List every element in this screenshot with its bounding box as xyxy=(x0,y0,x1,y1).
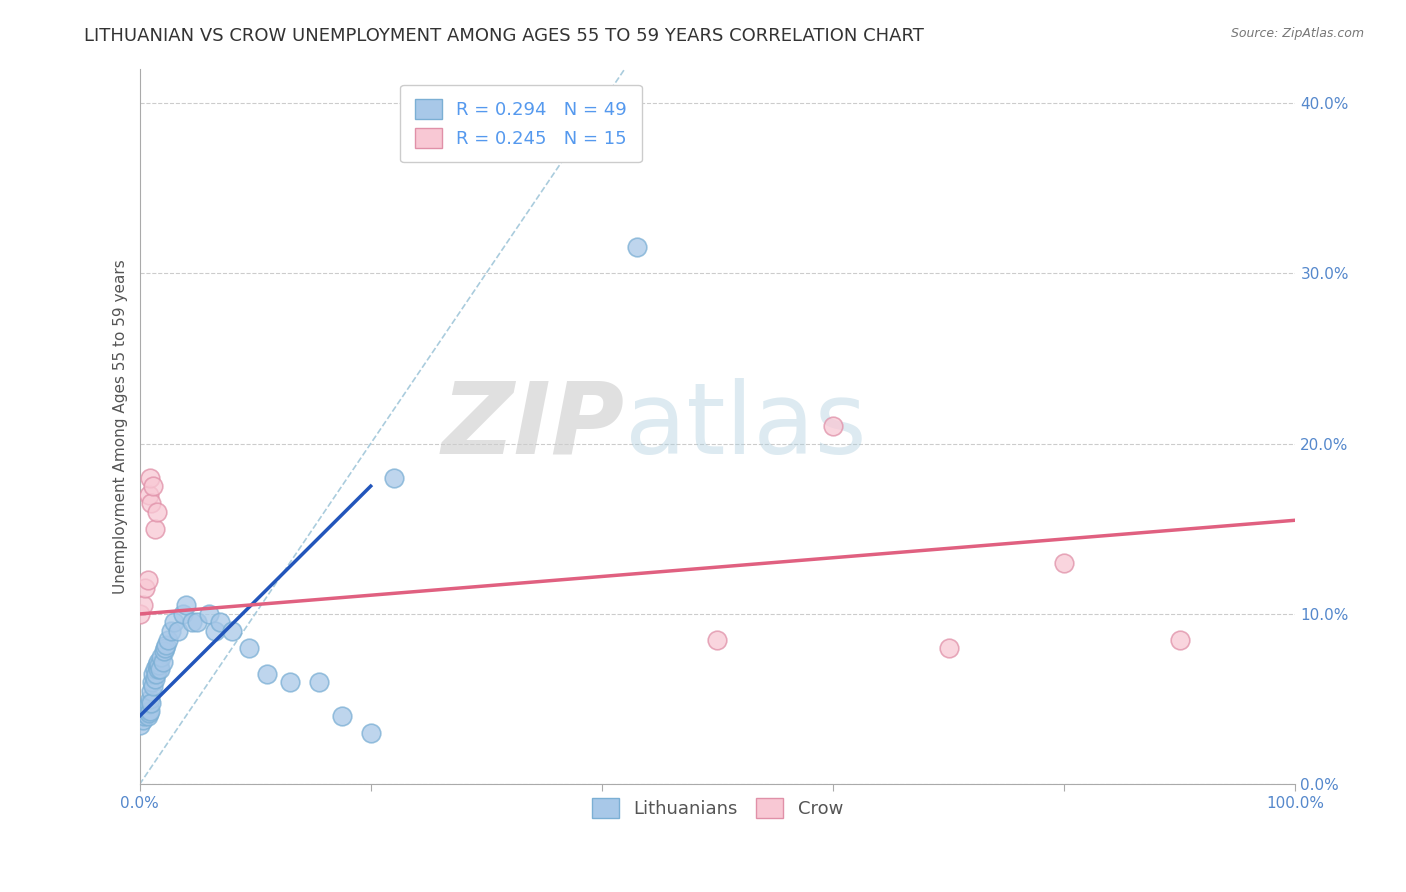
Point xyxy=(155,638,177,652)
Point xyxy=(221,624,243,638)
Text: atlas: atlas xyxy=(626,378,866,475)
Point xyxy=(128,607,150,621)
Point xyxy=(145,666,167,681)
Point xyxy=(149,661,172,675)
Point xyxy=(139,692,162,706)
Point xyxy=(139,470,162,484)
Point xyxy=(1168,632,1191,647)
Point xyxy=(166,624,188,638)
Point xyxy=(626,240,648,254)
Point xyxy=(136,704,159,718)
Point xyxy=(163,615,186,630)
Point xyxy=(128,718,150,732)
Point xyxy=(135,700,157,714)
Point xyxy=(382,470,405,484)
Point xyxy=(143,661,166,675)
Point xyxy=(330,709,353,723)
Point xyxy=(139,704,162,718)
Point xyxy=(148,658,170,673)
Point xyxy=(132,599,155,613)
Point xyxy=(706,632,728,647)
Point xyxy=(938,641,960,656)
Point xyxy=(152,655,174,669)
Legend: Lithuanians, Crow: Lithuanians, Crow xyxy=(585,791,851,825)
Point xyxy=(198,607,221,621)
Point xyxy=(823,419,845,434)
Point xyxy=(256,666,278,681)
Point xyxy=(204,624,226,638)
Point xyxy=(1053,556,1076,570)
Point xyxy=(308,675,330,690)
Point xyxy=(139,683,162,698)
Point xyxy=(186,615,208,630)
Y-axis label: Unemployment Among Ages 55 to 59 years: Unemployment Among Ages 55 to 59 years xyxy=(114,259,128,594)
Point xyxy=(134,709,156,723)
Point xyxy=(134,582,156,596)
Point xyxy=(143,672,166,686)
Point xyxy=(136,709,159,723)
Point xyxy=(132,713,155,727)
Point xyxy=(141,675,163,690)
Text: ZIP: ZIP xyxy=(441,378,626,475)
Point xyxy=(153,641,176,656)
Point xyxy=(142,479,165,493)
Point xyxy=(139,696,162,710)
Point xyxy=(138,488,160,502)
Point xyxy=(180,615,202,630)
Point xyxy=(142,679,165,693)
Point xyxy=(146,505,169,519)
Point xyxy=(150,649,173,664)
Point xyxy=(142,666,165,681)
Point xyxy=(138,706,160,720)
Point xyxy=(146,658,169,673)
Point xyxy=(360,726,382,740)
Point xyxy=(172,607,194,621)
Point xyxy=(146,661,169,675)
Point xyxy=(139,496,162,510)
Point xyxy=(209,615,232,630)
Point xyxy=(238,641,260,656)
Point xyxy=(134,706,156,720)
Point xyxy=(278,675,301,690)
Text: Source: ZipAtlas.com: Source: ZipAtlas.com xyxy=(1230,27,1364,40)
Point xyxy=(138,698,160,712)
Text: LITHUANIAN VS CROW UNEMPLOYMENT AMONG AGES 55 TO 59 YEARS CORRELATION CHART: LITHUANIAN VS CROW UNEMPLOYMENT AMONG AG… xyxy=(84,27,924,45)
Point xyxy=(174,599,197,613)
Point xyxy=(153,644,176,658)
Point xyxy=(146,655,169,669)
Point xyxy=(143,522,166,536)
Point xyxy=(157,632,180,647)
Point xyxy=(159,624,181,638)
Point xyxy=(136,573,159,587)
